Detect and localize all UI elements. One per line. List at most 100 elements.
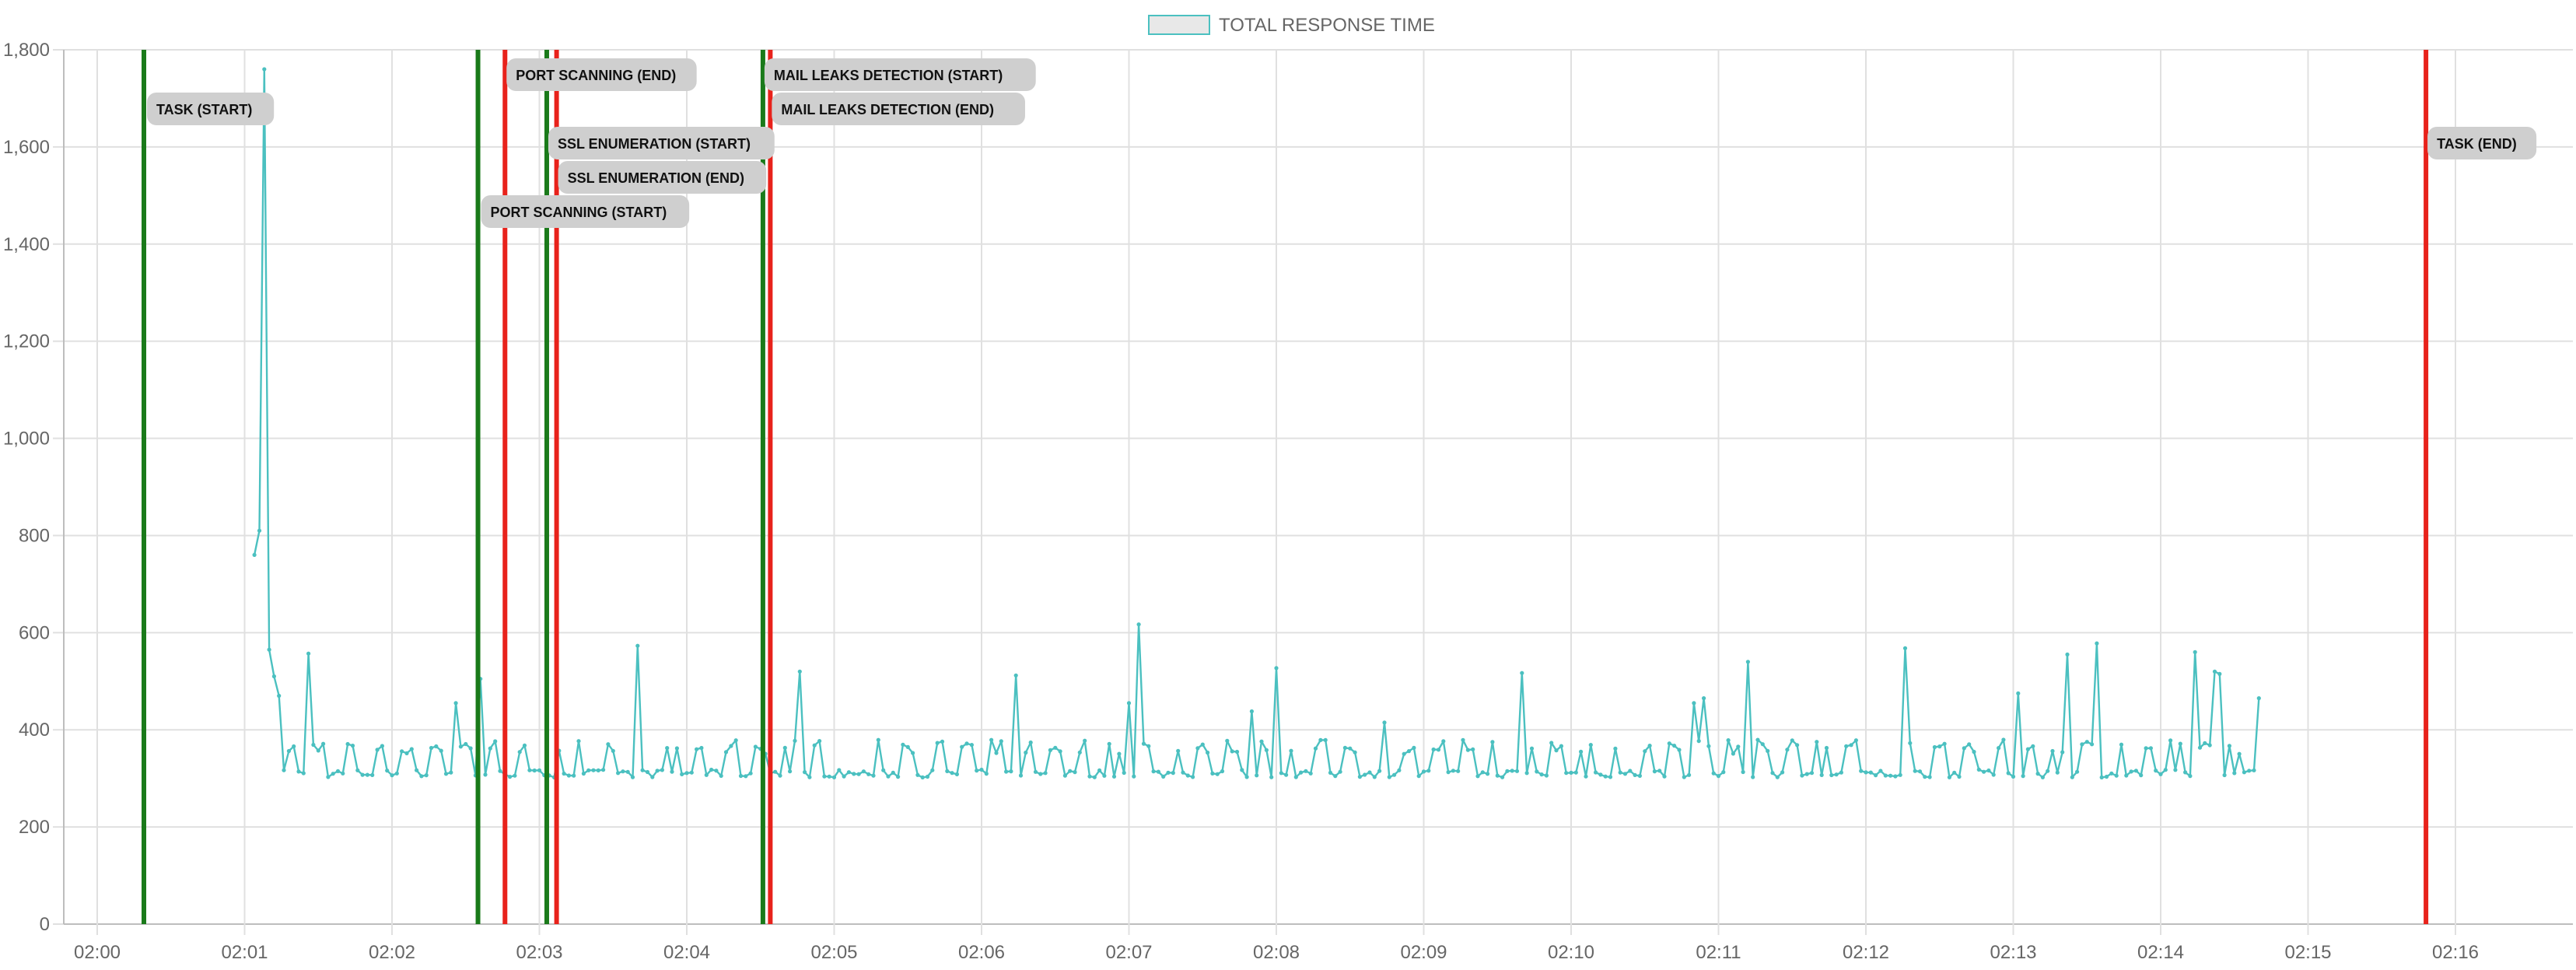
- data-point: [2133, 769, 2138, 773]
- y-tick-label: 1,200: [3, 331, 50, 352]
- data-point: [2001, 737, 2006, 742]
- x-tick-label: 02:07: [1105, 942, 1152, 963]
- data-point: [286, 748, 291, 754]
- x-tick-label: 02:03: [516, 942, 562, 963]
- data-point: [1883, 773, 1888, 778]
- data-point: [1431, 747, 1436, 752]
- event-label-bg: [772, 93, 1025, 125]
- data-point: [940, 739, 945, 744]
- data-point: [2163, 768, 2168, 772]
- data-point: [1200, 742, 1205, 747]
- data-point: [1206, 750, 1210, 755]
- data-point: [911, 751, 915, 755]
- x-tick-label: 02:08: [1253, 942, 1300, 963]
- data-point: [2178, 741, 2182, 746]
- data-point: [1976, 767, 1981, 772]
- data-point: [1299, 770, 1304, 775]
- data-point: [350, 744, 355, 748]
- data-point: [670, 769, 674, 774]
- data-point: [1682, 775, 1686, 779]
- data-point: [2203, 741, 2207, 746]
- y-tick-label: 1,600: [3, 137, 50, 158]
- data-point: [2099, 775, 2104, 780]
- data-point: [1372, 775, 1377, 779]
- data-point: [2006, 771, 2011, 776]
- data-point: [498, 769, 502, 773]
- data-point: [1603, 774, 1608, 779]
- data-point: [2237, 751, 2242, 756]
- data-point: [1279, 771, 1283, 776]
- data-point: [252, 552, 257, 558]
- data-point: [871, 773, 876, 778]
- data-point: [630, 775, 635, 779]
- data-point: [380, 744, 384, 748]
- data-point: [1009, 769, 1013, 774]
- data-point: [1947, 775, 1951, 779]
- data-point: [1156, 769, 1160, 774]
- event-label-bg: [2427, 127, 2537, 159]
- data-point: [2119, 742, 2124, 747]
- data-point: [1554, 748, 1559, 753]
- data-point: [1677, 748, 1682, 752]
- data-point: [1942, 741, 1947, 746]
- y-tick-label: 1,400: [3, 234, 50, 255]
- data-point: [1731, 751, 1735, 756]
- data-point: [527, 768, 532, 772]
- data-point: [1952, 770, 1957, 775]
- data-point: [2016, 691, 2021, 696]
- data-point: [1024, 750, 1028, 755]
- data-point: [2075, 769, 2080, 774]
- data-point: [1594, 770, 1598, 775]
- data-point: [723, 750, 729, 755]
- x-tick-label: 02:15: [2284, 942, 2331, 963]
- data-point: [1893, 774, 1898, 779]
- data-point: [1819, 772, 1824, 778]
- data-point: [522, 743, 527, 748]
- data-point: [2114, 773, 2119, 778]
- data-point: [960, 744, 964, 749]
- data-point: [1637, 773, 1642, 779]
- data-point: [591, 768, 596, 772]
- data-point: [1652, 769, 1657, 774]
- data-point: [680, 772, 684, 777]
- data-point: [1313, 746, 1318, 751]
- data-point: [419, 774, 424, 779]
- data-point: [1073, 770, 1077, 775]
- data-point: [2040, 775, 2045, 779]
- data-point: [1377, 769, 1382, 773]
- data-point: [1755, 737, 1760, 742]
- data-point: [1853, 738, 1858, 743]
- data-point: [1815, 740, 1819, 744]
- data-point: [1490, 740, 1495, 744]
- data-point: [1338, 769, 1342, 774]
- data-point: [660, 768, 665, 772]
- data-point: [2065, 652, 2070, 657]
- event-label: MAIL LEAKS DETECTION (START): [764, 58, 1036, 91]
- data-point: [1033, 769, 1038, 774]
- data-point: [1161, 774, 1166, 779]
- data-point: [2084, 740, 2089, 744]
- data-point: [719, 773, 723, 779]
- data-point: [1293, 775, 1298, 779]
- data-point: [625, 769, 630, 774]
- data-point: [566, 773, 572, 778]
- data-point: [979, 767, 984, 772]
- data-point: [1461, 737, 1465, 742]
- data-point: [1564, 771, 1569, 776]
- data-point: [2173, 768, 2178, 772]
- data-point: [1716, 774, 1721, 779]
- data-point: [2129, 769, 2133, 774]
- data-point: [2090, 742, 2095, 747]
- event-label: PORT SCANNING (END): [506, 58, 697, 91]
- data-point: [1874, 773, 1878, 778]
- legend[interactable]: TOTAL RESPONSE TIME: [1148, 15, 1435, 36]
- data-point: [1259, 739, 1264, 744]
- data-point: [1672, 744, 1677, 748]
- data-point: [1726, 738, 1731, 743]
- data-point: [994, 751, 999, 755]
- data-point: [1426, 769, 1431, 773]
- data-point: [1721, 770, 1726, 775]
- data-point: [1927, 775, 1932, 779]
- data-point: [788, 769, 793, 774]
- data-point: [443, 772, 449, 776]
